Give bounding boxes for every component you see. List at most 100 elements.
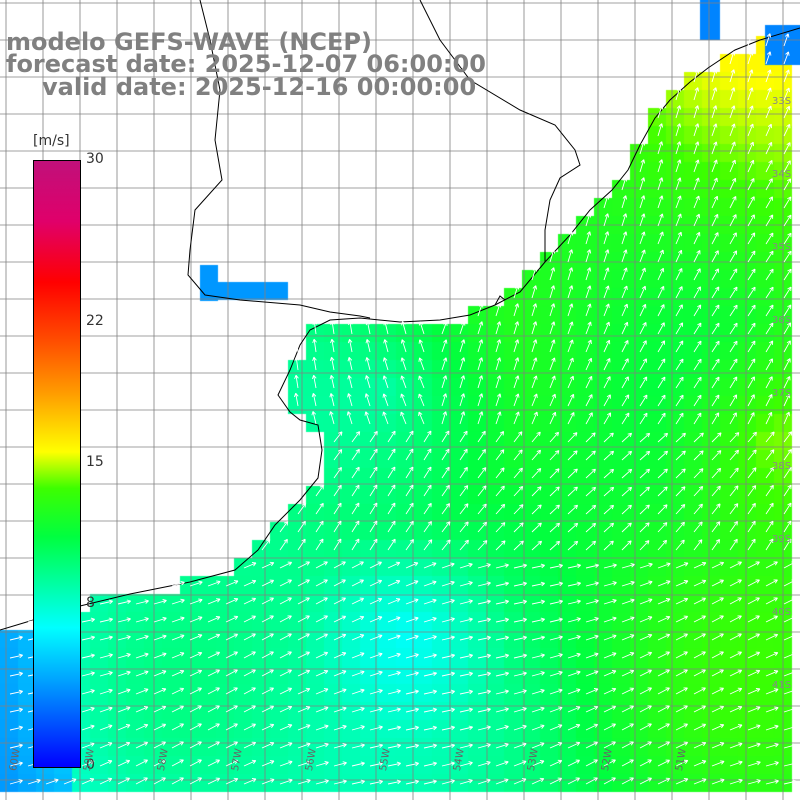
wind-arrow	[639, 249, 646, 263]
wind-arrow	[315, 538, 324, 551]
wind-arrow	[711, 432, 722, 443]
wind-arrow	[477, 707, 491, 713]
wind-arrow	[783, 232, 792, 245]
wind-arrow	[9, 653, 23, 659]
wind-arrow	[225, 687, 238, 695]
wind-arrow	[711, 286, 720, 299]
wind-arrow	[261, 778, 275, 785]
wind-arrow	[603, 581, 617, 587]
wind-arrow	[711, 742, 725, 749]
wind-arrow	[477, 540, 488, 551]
wind-arrow	[364, 393, 371, 407]
wind-arrow	[603, 195, 610, 209]
wind-arrow	[585, 321, 592, 335]
wind-arrow	[603, 432, 614, 443]
wind-arrow	[729, 340, 738, 353]
wind-arrow	[675, 87, 682, 101]
wind-arrow	[81, 689, 95, 695]
wind-arrow	[387, 484, 396, 497]
wind-arrow	[657, 105, 664, 119]
wind-arrow	[459, 339, 466, 353]
wind-arrow	[711, 412, 720, 425]
wind-arrow	[513, 671, 527, 677]
wind-arrow	[117, 706, 131, 713]
wind-arrow	[333, 538, 342, 551]
wind-arrow	[441, 761, 455, 767]
wind-arrow	[189, 759, 202, 767]
wind-arrow	[279, 579, 292, 587]
wind-arrow	[567, 486, 578, 497]
wind-arrow	[171, 705, 184, 713]
wind-arrow	[603, 486, 615, 497]
wind-arrow	[747, 33, 754, 47]
wind-arrow	[9, 689, 23, 695]
wind-arrow	[153, 705, 167, 713]
wind-arrow	[729, 503, 739, 515]
wind-arrow	[347, 393, 353, 407]
wind-arrow	[783, 706, 797, 713]
wind-arrow	[729, 538, 738, 551]
wind-arrow	[693, 286, 701, 299]
wind-arrow	[387, 502, 396, 515]
wind-arrow	[693, 394, 702, 407]
wind-arrow	[729, 232, 737, 245]
wind-arrow	[693, 687, 706, 695]
wind-arrow	[153, 687, 167, 695]
wind-arrow	[693, 304, 702, 317]
wind-arrow	[333, 724, 347, 731]
wind-arrow	[585, 285, 592, 299]
wind-arrow	[549, 635, 563, 641]
wind-arrow	[351, 579, 364, 587]
wind-arrow	[441, 653, 455, 659]
wind-arrow	[531, 411, 538, 425]
wind-arrow	[495, 689, 509, 695]
wind-arrow	[387, 671, 401, 677]
wind-arrow	[513, 449, 523, 461]
wind-arrow	[441, 689, 455, 695]
wind-arrow	[369, 520, 378, 533]
wind-arrow	[765, 502, 774, 515]
wind-arrow	[549, 267, 556, 281]
wind-arrow	[311, 411, 317, 425]
wind-arrow	[675, 723, 688, 731]
wind-arrow	[477, 411, 484, 425]
wind-arrow	[603, 285, 610, 299]
wind-arrow	[135, 652, 149, 659]
wind-arrow	[693, 123, 700, 137]
wind-arrow	[729, 633, 742, 641]
latitude-label: 38S	[772, 461, 792, 472]
wind-arrow	[747, 394, 755, 407]
wind-arrow	[585, 450, 596, 461]
wind-arrow	[675, 304, 683, 317]
wind-arrow	[387, 761, 401, 767]
wind-arrow	[261, 760, 275, 767]
wind-arrow	[675, 687, 688, 695]
wind-arrow	[747, 178, 755, 191]
wind-arrow	[783, 304, 792, 317]
wind-arrow	[315, 779, 329, 785]
wind-arrow	[639, 432, 651, 443]
wind-arrow	[351, 561, 364, 569]
wind-arrow	[531, 431, 541, 443]
wind-arrow	[693, 633, 706, 641]
wind-arrow	[657, 123, 664, 137]
wind-arrow	[747, 322, 756, 335]
wind-arrow	[765, 178, 773, 191]
wind-arrow	[783, 779, 797, 785]
wind-arrow	[549, 431, 560, 443]
wind-arrow	[675, 123, 682, 137]
wind-arrow	[711, 304, 720, 317]
wind-arrow	[369, 652, 383, 659]
wind-arrow	[243, 579, 257, 587]
wind-arrow	[477, 375, 484, 389]
wind-arrow	[747, 615, 760, 623]
wind-arrow	[603, 616, 617, 623]
wind-arrow	[657, 741, 670, 749]
wind-arrow	[459, 357, 466, 371]
wind-arrow	[639, 580, 653, 587]
wind-arrow	[549, 339, 556, 353]
wind-arrow	[477, 653, 491, 659]
wind-arrow	[783, 466, 792, 479]
wind-arrow	[657, 285, 665, 299]
wind-arrow	[531, 504, 542, 515]
